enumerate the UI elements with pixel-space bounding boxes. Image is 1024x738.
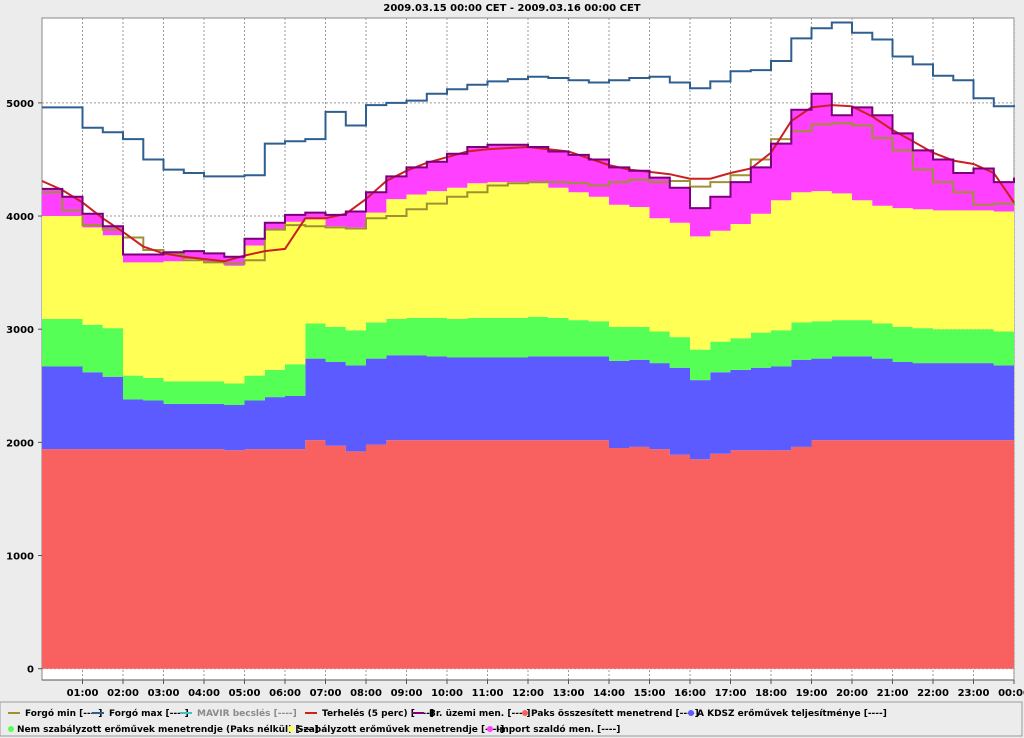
- x-tick-label: 23:00: [958, 688, 990, 699]
- legend-label: MAVIR becslés [----]: [197, 708, 297, 719]
- y-tick-label: 2000: [6, 438, 34, 449]
- x-tick-label: 07:00: [310, 688, 342, 699]
- chart-title: 2009.03.15 00:00 CET - 2009.03.16 00:00 …: [383, 3, 640, 14]
- x-tick-label: 13:00: [553, 688, 585, 699]
- y-tick-label: 4000: [6, 212, 34, 223]
- legend-swatch: [487, 726, 493, 732]
- legend-swatch: [688, 710, 694, 716]
- x-tick-label: 06:00: [269, 688, 301, 699]
- x-tick-label: 05:00: [229, 688, 261, 699]
- x-tick-label: 02:00: [107, 688, 139, 699]
- legend-label: Paks összesített menetrend [----]: [531, 709, 699, 719]
- x-tick-label: 04:00: [188, 688, 220, 699]
- stacked-areas: [42, 93, 1014, 669]
- x-tick-label: 22:00: [917, 688, 949, 699]
- x-tick-label: 18:00: [755, 688, 787, 699]
- area-import: [42, 93, 1014, 266]
- legend-label: Szabályzott erőművek menetrendje [----]: [297, 725, 504, 735]
- x-tick-label: 08:00: [350, 688, 382, 699]
- area-nem: [42, 316, 1014, 405]
- x-tick-label: 12:00: [512, 688, 544, 699]
- legend-label: A KDSZ erőművek teljesítménye [----]: [697, 708, 887, 719]
- area-szabályzott: [42, 182, 1014, 384]
- y-tick-label: 0: [27, 665, 34, 676]
- x-tick-label: 16:00: [674, 688, 706, 699]
- x-tick-label: 03:00: [148, 688, 180, 699]
- series-lines: [41, 21, 1015, 265]
- legend-label: Import szaldó men. [----]: [496, 724, 620, 735]
- area-a: [42, 355, 1014, 460]
- y-tick-label: 5000: [6, 99, 34, 110]
- line-forgó: [42, 21, 1015, 178]
- legend-box: [0, 701, 1023, 737]
- x-tick-label: 14:00: [593, 688, 625, 699]
- line-br.: [42, 92, 1015, 258]
- legend: Forgó min [----] Forgó max [----] MAVIR be…: [8, 708, 887, 735]
- y-tick-label: 3000: [6, 325, 34, 336]
- area-paks: [42, 440, 1014, 669]
- legend-swatch: [8, 726, 14, 732]
- x-tick-label: 15:00: [634, 688, 666, 699]
- x-tick-label: 10:00: [431, 688, 463, 699]
- legend-label: Br. üzemi men. [----]: [429, 709, 531, 719]
- x-axis: 01:00 02:00 03:00 04:00 05:00 06:00 07:00 08:00…: [42, 679, 1024, 699]
- legend-swatch: [288, 726, 294, 732]
- legend-swatch: [522, 710, 528, 716]
- legend-label: Terhelés (5 perc) [----]: [322, 708, 434, 719]
- x-tick-label: 09:00: [391, 688, 423, 699]
- x-tick-label: 19:00: [796, 688, 828, 699]
- x-tick-label: 21:00: [877, 688, 909, 699]
- y-axis: 0 1000 2000 3000 4000 5000: [6, 99, 42, 676]
- legend-label: Forgó min [----]: [25, 708, 102, 719]
- legend-label: Forgó max [----]: [109, 708, 189, 719]
- legend-label: Nem szabályzott erőművek menetrendje (Pa…: [17, 724, 319, 735]
- x-tick-label: 11:00: [472, 688, 504, 699]
- x-tick-label: 20:00: [836, 688, 868, 699]
- x-tick-label: 17:00: [715, 688, 747, 699]
- x-tick-label: 00:00: [998, 688, 1024, 699]
- y-tick-label: 1000: [6, 552, 34, 563]
- x-tick-label: 01:00: [67, 688, 99, 699]
- line-forgó: [42, 122, 1015, 265]
